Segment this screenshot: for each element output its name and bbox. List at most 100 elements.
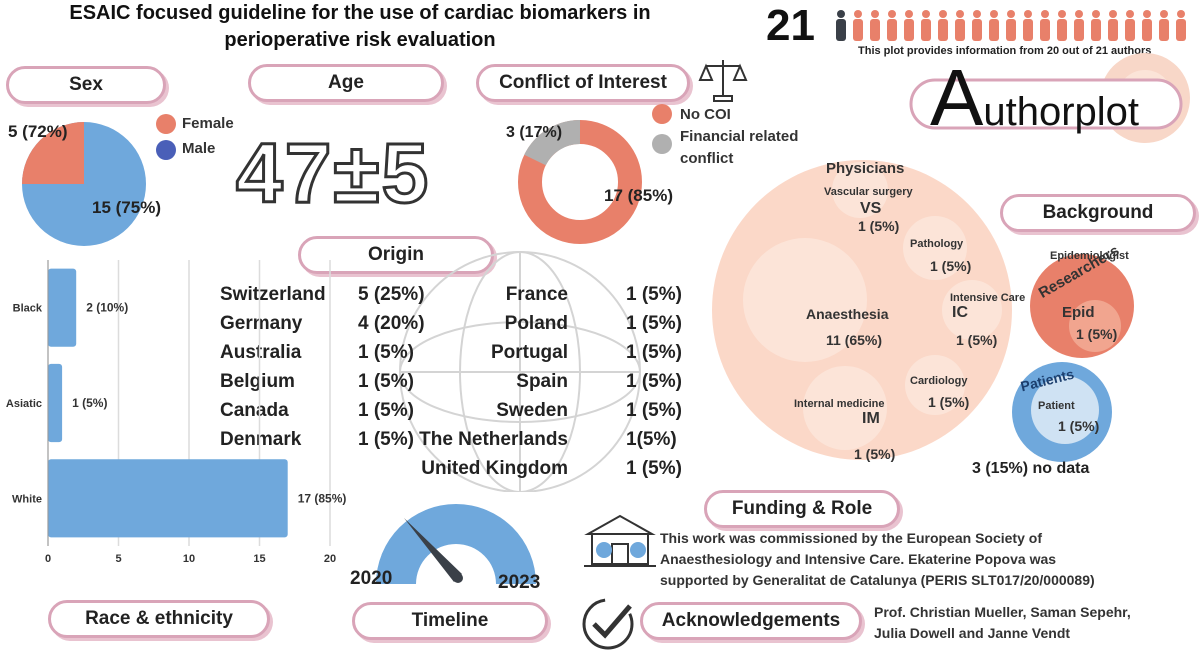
vs-abbr: VS [860, 200, 882, 217]
funding-line-3: supported by Generalitat de Catalunya (P… [660, 572, 1095, 588]
origin-value: 1(5%) [626, 429, 677, 450]
origin-value: 1 (5%) [358, 400, 414, 421]
origin-country: The Netherlands [419, 429, 568, 450]
race-category-label: Asiatic [6, 398, 42, 410]
age-value: 47±5 [234, 126, 431, 220]
legend-nocoi-dot [652, 104, 672, 124]
race-x-tick: 5 [115, 553, 121, 565]
globe-graphic [399, 251, 641, 492]
race-x-tick: 10 [183, 553, 195, 565]
cardiology-value: 1 (5%) [928, 394, 970, 410]
race-bar [48, 363, 63, 443]
anaesthesia-name: Anaesthesia [806, 306, 889, 322]
legend-female-dot [156, 114, 176, 134]
sex-female-value: 5 (72%) [8, 122, 68, 141]
race-data-label: 17 (85%) [298, 491, 347, 505]
physicians-label: Physicians [826, 160, 905, 177]
origin-value: 1 (5%) [626, 400, 682, 421]
anaesthesia-value: 11 (65%) [826, 332, 883, 348]
patient-name: Patient [1038, 400, 1075, 412]
pathology-name: Pathology [910, 238, 964, 250]
person-icon [1040, 10, 1050, 41]
race-x-tick: 15 [253, 553, 265, 565]
section-race: Race & ethnicity [48, 600, 270, 638]
authorplot-decoration [909, 53, 1190, 143]
origin-value: 5 (25%) [358, 284, 425, 305]
origin-country: Portugal [490, 342, 568, 363]
section-age: Age [248, 64, 444, 102]
race-category-label: Black [13, 303, 43, 315]
legend-male-dot [156, 140, 176, 160]
origin-country: Denmark [220, 429, 302, 450]
author-note: This plot provides information from 20 o… [858, 45, 1152, 57]
timeline-gauge-needle [404, 518, 462, 582]
im-name: Internal medicine [794, 398, 885, 410]
vs-name: Vascular surgery [824, 186, 913, 198]
person-icon [1142, 10, 1152, 41]
section-coi: Conflict of Interest [476, 64, 690, 102]
author-count: 21 [766, 1, 815, 50]
title-line-2: perioperative risk evaluation [224, 29, 496, 51]
origin-country: Spain [516, 371, 568, 392]
origin-country: Poland [504, 313, 568, 334]
person-icon [1159, 10, 1169, 41]
origin-country: Sweden [496, 400, 568, 421]
background-no-data: 3 (15%) no data [972, 460, 1090, 477]
coi-nocoi-value: 17 (85%) [604, 186, 673, 205]
person-icon [1057, 10, 1067, 41]
legend-nocoi-label: No COI [680, 106, 731, 123]
epidemiologist-name: Epidemiologist [1050, 250, 1129, 262]
section-background: Background [1000, 194, 1196, 232]
origin-value: 1 (5%) [626, 371, 682, 392]
person-icon [1125, 10, 1135, 41]
funding-line-2: Anaesthesiology and Intensive Care. Ekat… [660, 551, 1057, 567]
authorplot-initial: A [930, 53, 984, 142]
race-x-tick: 20 [324, 553, 336, 565]
balance-scale-icon [698, 60, 748, 102]
im-abbr: IM [862, 410, 880, 427]
coi-financial-value: 3 (17%) [506, 124, 563, 141]
funding-line-1: This work was commissioned by the Europe… [660, 530, 1042, 546]
ack-line-2: Julia Dowell and Janne Vendt [874, 625, 1071, 641]
coi-donut-chart [518, 119, 642, 244]
legend-financial-label-1: Financial related [680, 128, 799, 145]
sex-male-value: 15 (75%) [92, 198, 161, 217]
section-sex: Sex [6, 66, 166, 104]
origin-country: Australia [220, 342, 302, 363]
timeline-gauge-arc [376, 504, 536, 584]
section-funding: Funding & Role [704, 490, 900, 528]
person-icon [989, 10, 999, 41]
legend-female-label: Female [182, 115, 234, 132]
origin-value: 1 (5%) [358, 371, 414, 392]
person-icon [1108, 10, 1118, 41]
coi-financial-arc [524, 119, 581, 166]
im-value: 1 (5%) [854, 446, 896, 462]
authorplot-title: Authorplot [930, 58, 1139, 161]
page-title: ESAIC focused guideline for the use of c… [60, 0, 660, 54]
race-bar [48, 459, 288, 538]
race-x-tick: 0 [45, 553, 51, 565]
pathology-value: 1 (5%) [930, 258, 972, 274]
race-bar-chart: 0 5 10 15 20 Black 2 (10%) Asiatic 1 (5%) White 17… [6, 260, 347, 565]
legend-male-label: Male [182, 140, 216, 157]
ack-text: Prof. Christian Mueller, Saman Sepehr, J… [874, 602, 1131, 644]
origin-country: France [505, 284, 568, 305]
origin-value: 1 (5%) [358, 429, 414, 450]
timeline-start: 2020 [350, 568, 393, 589]
origin-country: United Kingdom [421, 458, 568, 479]
race-data-label: 2 (10%) [86, 301, 128, 315]
ic-value: 1 (5%) [956, 332, 998, 348]
person-icon [1074, 10, 1084, 41]
person-icon [955, 10, 965, 41]
race-category-label: White [12, 493, 42, 505]
ack-line-1: Prof. Christian Mueller, Saman Sepehr, [874, 604, 1131, 620]
epid-abbr: Epid [1062, 304, 1095, 321]
timeline-gauge [376, 504, 536, 584]
authorplot-rest: uthorplot [983, 90, 1140, 134]
legend-financial-label-2: conflict [680, 150, 734, 167]
origin-value: 4 (20%) [358, 313, 425, 334]
timeline-end: 2023 [498, 572, 541, 593]
sex-pie-female-slice [22, 122, 84, 184]
person-icon [921, 10, 931, 41]
patient-value: 1 (5%) [1058, 418, 1100, 434]
